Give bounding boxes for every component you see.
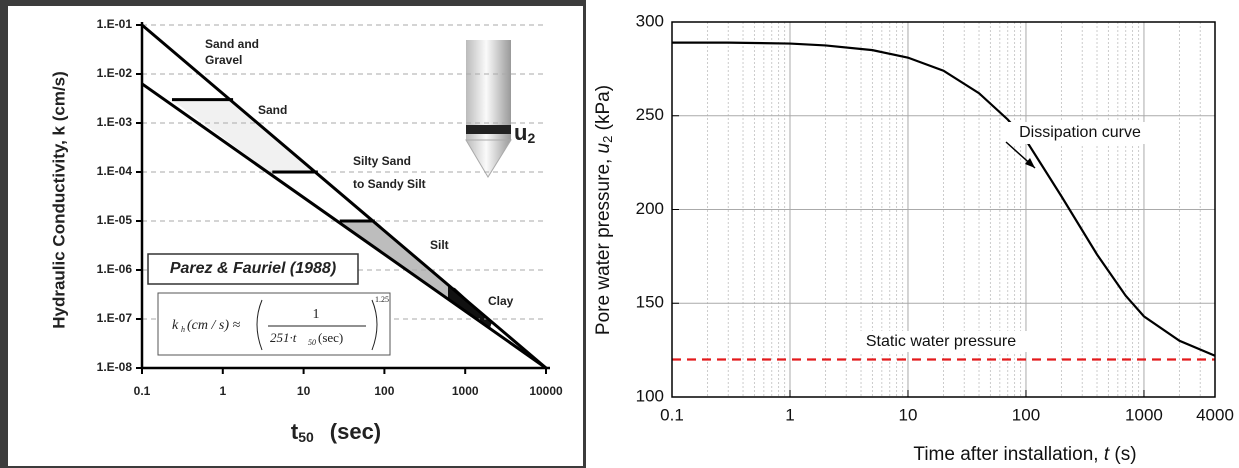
formula-part: 251·t — [270, 330, 297, 345]
zone-label: Clay — [488, 294, 514, 308]
y-axis-label-part: Pore water pressure, — [593, 153, 614, 335]
zone-label: Gravel — [205, 53, 242, 67]
x-axis-label: t50 (sec) — [291, 419, 381, 445]
probe-label: u2 — [514, 120, 535, 146]
y-tick-label: 200 — [636, 199, 664, 218]
x-tick-label: 1 — [785, 405, 794, 424]
zone-label: Sand and — [205, 37, 259, 51]
y-tick-label: 100 — [636, 386, 664, 405]
x-tick-label: 100 — [1012, 405, 1040, 424]
x-axis-label-part: (sec) — [330, 419, 381, 444]
zone-shade — [448, 286, 492, 328]
formula-paren — [256, 299, 378, 351]
data-line — [141, 23, 547, 370]
y-axis-label: Hydraulic Conductivity, k (cm/s) — [49, 71, 68, 329]
y-axis-label-part: u — [593, 142, 614, 153]
formula-part: (cm / s) ≈ — [187, 318, 240, 333]
formula-part: h — [181, 325, 185, 334]
y-axis-label: Pore water pressure, u2 (kPa) — [593, 85, 615, 335]
annotation: Dissipation curve — [1019, 124, 1141, 141]
y-tick-label: 1.E-08 — [97, 360, 133, 374]
y-tick-label: 1.E-06 — [97, 262, 133, 276]
x-axis-label-part: t — [291, 419, 299, 444]
probe-icon — [465, 40, 512, 178]
x-tick-label: 0.1 — [134, 384, 151, 398]
source-box — [147, 253, 359, 285]
probe-label-part: 2 — [527, 130, 535, 146]
zone-label: Sand — [258, 103, 287, 117]
y-tick-label: 1.E-07 — [97, 311, 133, 325]
x-tick-label: 0.1 — [660, 405, 684, 424]
x-tick-label: 100 — [374, 384, 394, 398]
left-chart: 1.E-08 1.E-07 1.E-06 1.E-05 1.E-04 1.E-03 1.E-… — [49, 17, 563, 445]
y-tick-label: 1.E-03 — [97, 115, 133, 129]
data-line — [141, 82, 547, 370]
right-panel — [586, 0, 1239, 468]
probe-label-part: u — [514, 120, 527, 145]
y-tick-label: 1.E-05 — [97, 213, 133, 227]
y-axis-label-part: (kPa) — [593, 85, 614, 136]
zone-label: Silty Sand — [353, 154, 411, 168]
y-tick-label: 1.E-02 — [97, 66, 133, 80]
x-axis-label: Time after installation, t (s) — [913, 444, 1136, 465]
y-tick-label: 300 — [636, 11, 664, 30]
annotation: Static water pressure — [866, 333, 1016, 350]
y-tick-label: 1.E-01 — [97, 17, 133, 31]
annotation-bg — [848, 331, 1034, 352]
formula-part: 50 — [308, 338, 316, 347]
formula-part: 1.25 — [375, 295, 389, 304]
source-label: Parez & Fauriel (1988) — [170, 260, 336, 277]
formula-part: 1 — [313, 307, 320, 322]
right-chart: 100 150 200 250 300 0.1 1 10 100 1000 4000 Dissipat… — [593, 11, 1234, 465]
x-axis-label-part: (s) — [1109, 444, 1136, 465]
y-axis-label-part: 2 — [600, 136, 615, 143]
y-tick-label: 250 — [636, 105, 664, 124]
x-tick-label: 10000 — [529, 384, 563, 398]
x-tick-label: 10 — [899, 405, 918, 424]
x-axis-label-part: t — [1104, 444, 1110, 465]
y-tick-label: 150 — [636, 293, 664, 312]
plot-frame — [671, 21, 1216, 398]
annotation-bg — [1003, 122, 1155, 144]
x-tick-label: 4000 — [1196, 405, 1234, 424]
formula-part: k — [172, 318, 179, 333]
x-tick-label: 10 — [297, 384, 311, 398]
x-axis-label-part: Time after installation, — [913, 444, 1103, 465]
x-tick-label: 1 — [219, 384, 226, 398]
formula-box — [157, 292, 391, 356]
zone-label: to Sandy Silt — [353, 177, 426, 191]
formula-part: (sec) — [318, 330, 343, 345]
zone-label: Silt — [430, 238, 449, 252]
arrow-head — [1025, 158, 1035, 168]
zone-shade — [172, 100, 318, 174]
axis — [140, 22, 550, 370]
x-tick-label: 1000 — [452, 384, 479, 398]
x-axis-label-part: 50 — [298, 429, 314, 445]
y-tick-label: 1.E-04 — [97, 164, 133, 178]
x-tick-label: 1000 — [1125, 405, 1163, 424]
data-line — [672, 41, 1216, 357]
